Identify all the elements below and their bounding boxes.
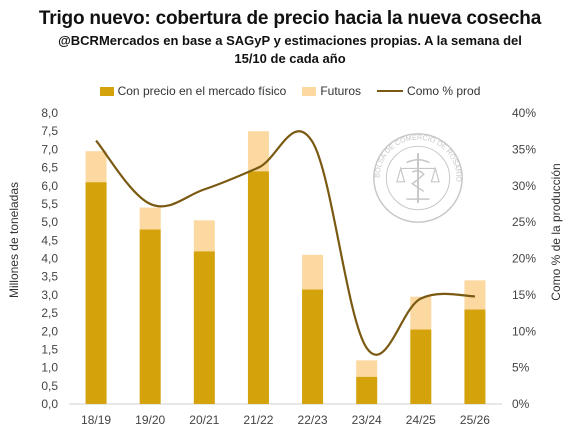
x-tick-label: 18/19 [81, 413, 111, 427]
chart-title: Trigo nuevo: cobertura de precio hacia l… [38, 8, 542, 29]
y-axis-right-label: Como % de la producción [549, 163, 563, 301]
legend-label-pct: Como % prod [407, 84, 481, 98]
y-tick-label-left: 1,5 [41, 342, 58, 356]
bar-futures [410, 296, 432, 330]
bar-physical [410, 329, 432, 404]
bar-futures [464, 280, 486, 310]
legend-item-futures: Futuros [302, 84, 361, 98]
y-tick-label-right: 15% [512, 288, 536, 302]
line-pct-prod [95, 130, 475, 356]
y-tick-label-left: 0,5 [41, 379, 58, 393]
x-tick-label: 19/20 [135, 413, 165, 427]
bar-physical [302, 289, 324, 404]
y-tick-label-right: 35% [512, 142, 536, 156]
y-tick-label-left: 3,0 [41, 288, 58, 302]
bar-futures [302, 254, 324, 290]
legend-swatch-physical [99, 86, 114, 96]
legend-label-physical: Con precio en el mercado físico [117, 84, 287, 98]
y-tick-label-left: 4,5 [41, 233, 58, 247]
bar-futures [356, 360, 378, 377]
chart-legend: Con precio en el mercado físico Futuros … [0, 82, 580, 100]
y-tick-label-left: 2,5 [41, 306, 58, 320]
bar-futures [193, 220, 215, 252]
x-tick-label: 20/21 [189, 413, 219, 427]
y-tick-label-left: 6,0 [41, 179, 58, 193]
bar-physical [193, 251, 215, 404]
legend-swatch-futures [302, 86, 317, 96]
y-tick-label-right: 10% [512, 324, 536, 338]
subtitle-line-2: 15/10 de cada año [234, 51, 346, 66]
y-tick-label-left: 1,0 [41, 361, 58, 375]
bar-physical [139, 229, 161, 404]
y-tick-label-right: 40% [512, 106, 536, 120]
y-tick-label-left: 5,0 [41, 215, 58, 229]
y-tick-label-left: 3,5 [41, 270, 58, 284]
bar-physical [247, 171, 269, 404]
bar-futures [247, 131, 269, 172]
y-tick-label-left: 6,5 [41, 161, 58, 175]
y-tick-label-left: 7,5 [41, 124, 58, 138]
legend-swatch-pct [377, 90, 404, 92]
y-tick-label-right: 5% [512, 361, 530, 375]
x-tick-label: 21/22 [243, 413, 273, 427]
legend-label-futures: Futuros [320, 84, 362, 98]
bar-physical [356, 376, 378, 404]
legend-item-pct: Como % prod [377, 84, 480, 98]
subtitle-line-1: @BCRMercados en base a SAGyP y estimacio… [58, 33, 522, 48]
y-tick-label-left: 8,0 [41, 106, 58, 120]
y-tick-label-left: 0,0 [41, 397, 58, 411]
y-tick-label-right: 25% [512, 215, 536, 229]
x-tick-label: 24/25 [406, 413, 436, 427]
legend-item-physical: Con precio en el mercado físico [99, 84, 287, 98]
bolsa-comercio-rosario-seal-icon: BOLSA DE COMERCIO DE ROSARIO [373, 133, 463, 223]
y-axis-left-label: Millones de toneladas [7, 181, 21, 299]
y-tick-label-left: 7,0 [41, 142, 58, 156]
x-tick-label: 22/23 [298, 413, 328, 427]
bar-futures [139, 207, 161, 230]
y-tick-label-left: 2,0 [41, 324, 58, 338]
bar-physical [464, 309, 486, 404]
y-tick-label-right: 30% [512, 179, 536, 193]
x-tick-label: 23/24 [352, 413, 382, 427]
y-tick-label-right: 20% [512, 252, 536, 266]
bar-physical [85, 182, 107, 404]
bar-futures [85, 151, 107, 183]
y-tick-label-left: 5,5 [41, 197, 58, 211]
chart-subtitle: @BCRMercados en base a SAGyP y estimacio… [40, 32, 540, 68]
y-tick-label-right: 0% [512, 397, 530, 411]
x-tick-label: 25/26 [460, 413, 490, 427]
y-tick-label-left: 4,0 [41, 252, 58, 266]
